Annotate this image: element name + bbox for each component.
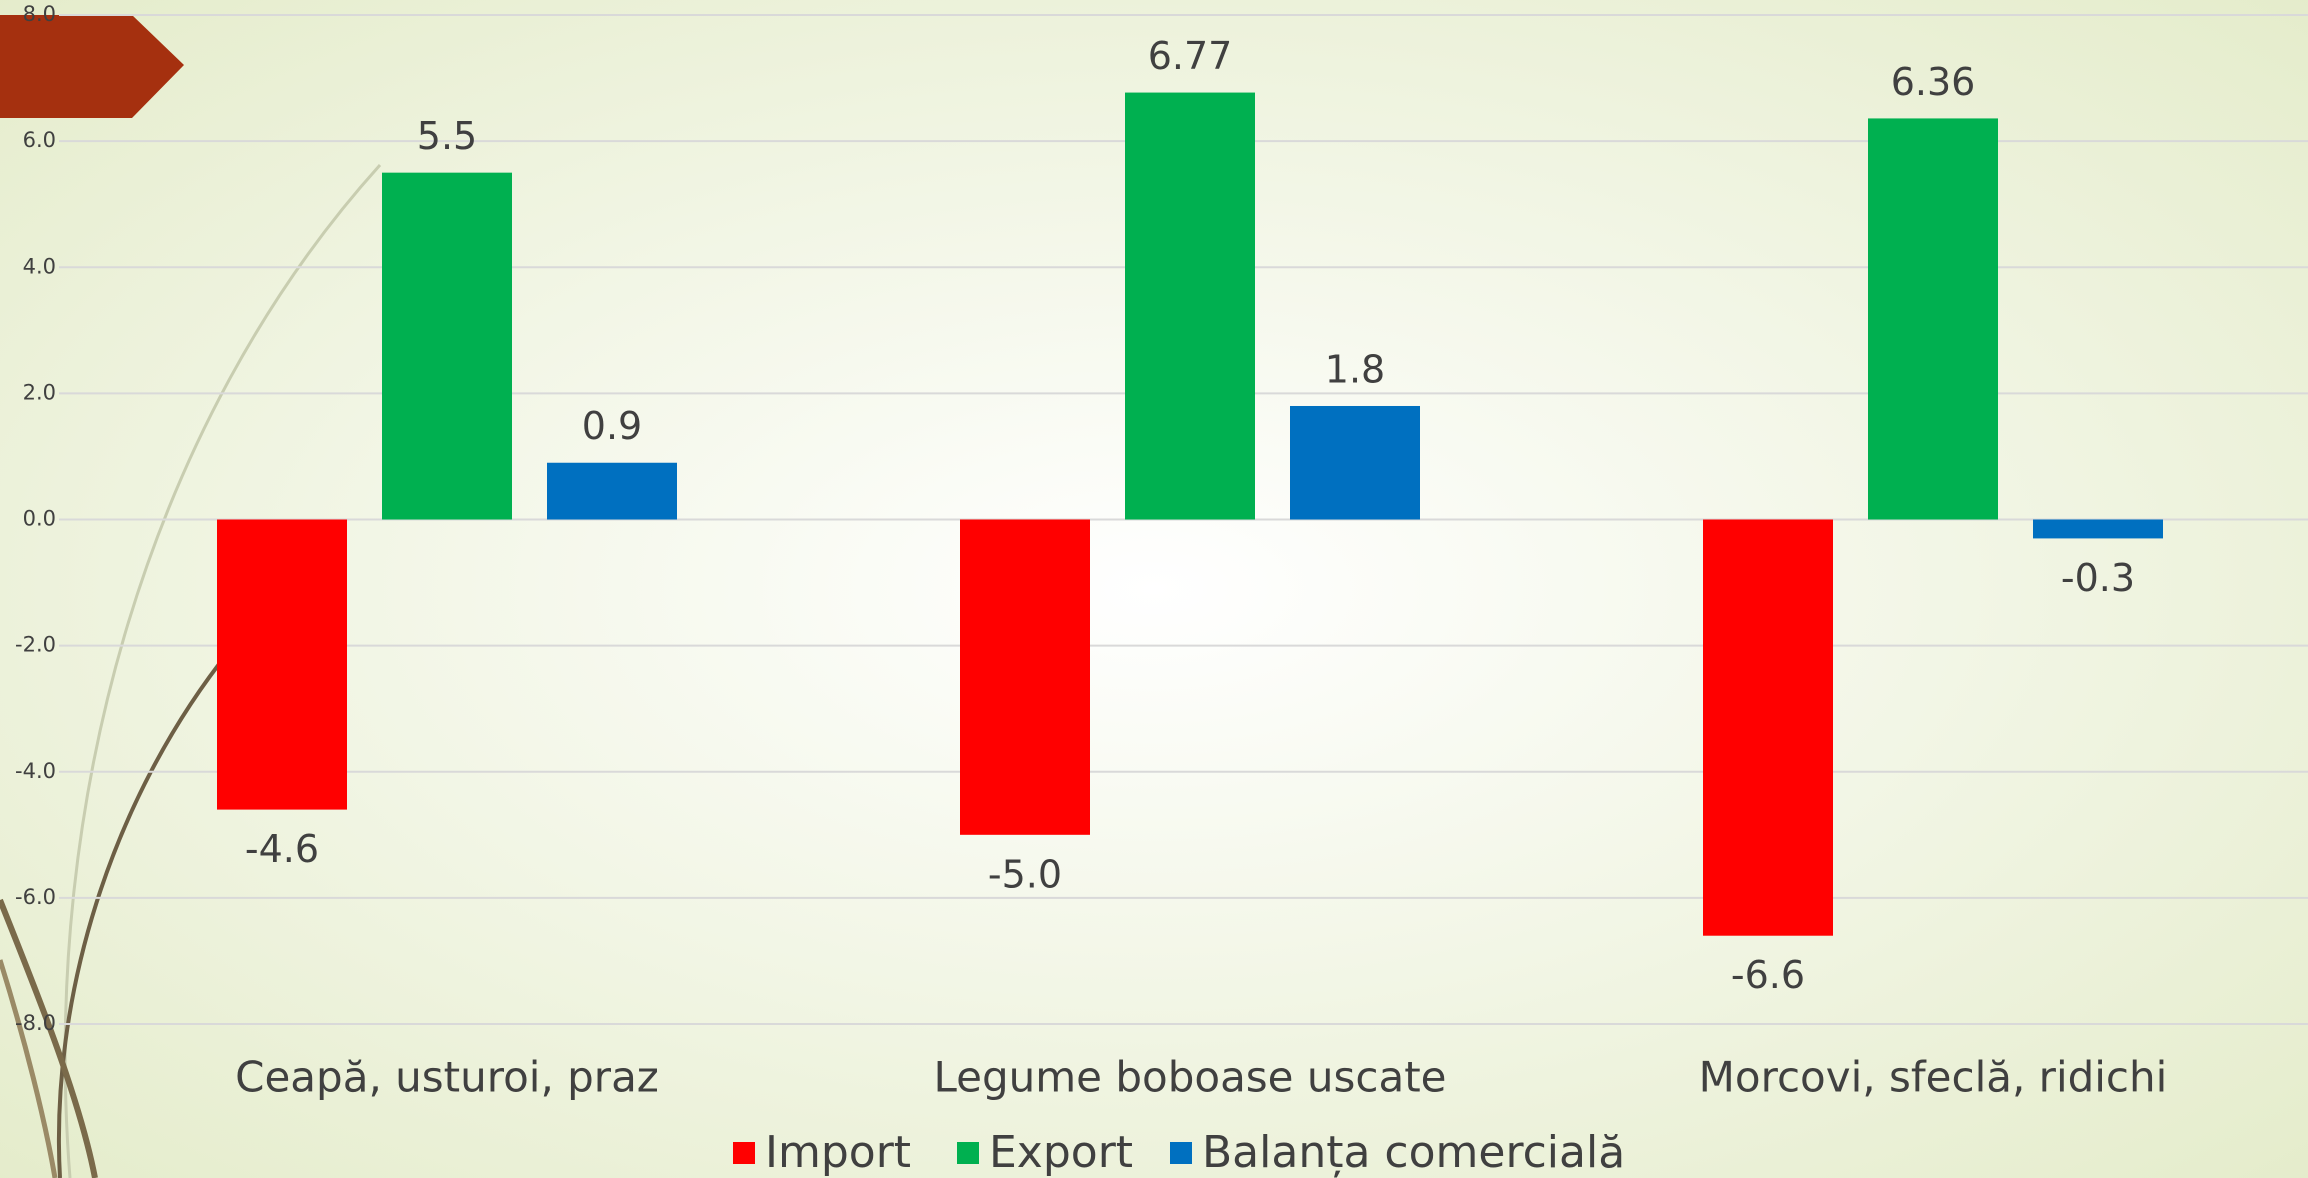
value-label: -4.6 [245,827,319,871]
bar [1290,405,1420,520]
x-tick-label: Legume boboase uscate [933,1053,1446,1102]
y-tick-label: -8.0 [15,1011,56,1035]
value-label: -6.6 [1731,953,1805,997]
value-label: 5.5 [417,114,477,158]
x-tick-label: Ceapă, usturoi, praz [235,1053,659,1102]
bar [2033,519,2163,539]
legend-swatch [733,1142,755,1164]
decor-curve [0,959,58,1178]
y-tick-label: 2.0 [23,380,56,404]
value-label: 1.8 [1325,347,1385,391]
value-label: 6.36 [1891,60,1976,104]
y-tick-label: 4.0 [23,254,56,278]
plot-area: -8.0 -6.0 -4.0 -2.0 0.0 2.0 4.0 6.0 8.0 Ceapă, us… [15,2,2308,1178]
bar [1703,519,1833,936]
value-label: -5.0 [988,852,1062,896]
y-tick-label: 6.0 [23,128,56,152]
bar [960,519,1090,835]
bar [547,462,677,520]
value-label: 0.9 [582,404,642,448]
decor-banner [0,15,184,118]
bar [217,519,347,810]
y-tick-label: 8.0 [23,2,56,26]
legend-swatch [1170,1142,1192,1164]
y-tick-label: -2.0 [15,633,56,657]
decor-curve [56,648,232,1178]
legend-label: Balanța comercială [1202,1127,1625,1178]
y-tick-label: -4.0 [15,759,56,783]
value-label: 6.77 [1148,34,1233,78]
decor-curve [0,898,98,1178]
bar [1125,92,1255,520]
bar [382,172,512,520]
bar [1868,118,1998,520]
legend-label: Export [989,1127,1133,1178]
legend-label: Import [765,1127,911,1178]
x-tick-label: Morcovi, sfeclă, ridichi [1699,1053,2168,1102]
decor-curve [63,163,382,1178]
legend-swatch [957,1142,979,1164]
value-label: -0.3 [2061,556,2135,600]
y-tick-label: 0.0 [23,507,56,531]
y-tick-label: -6.0 [15,885,56,909]
